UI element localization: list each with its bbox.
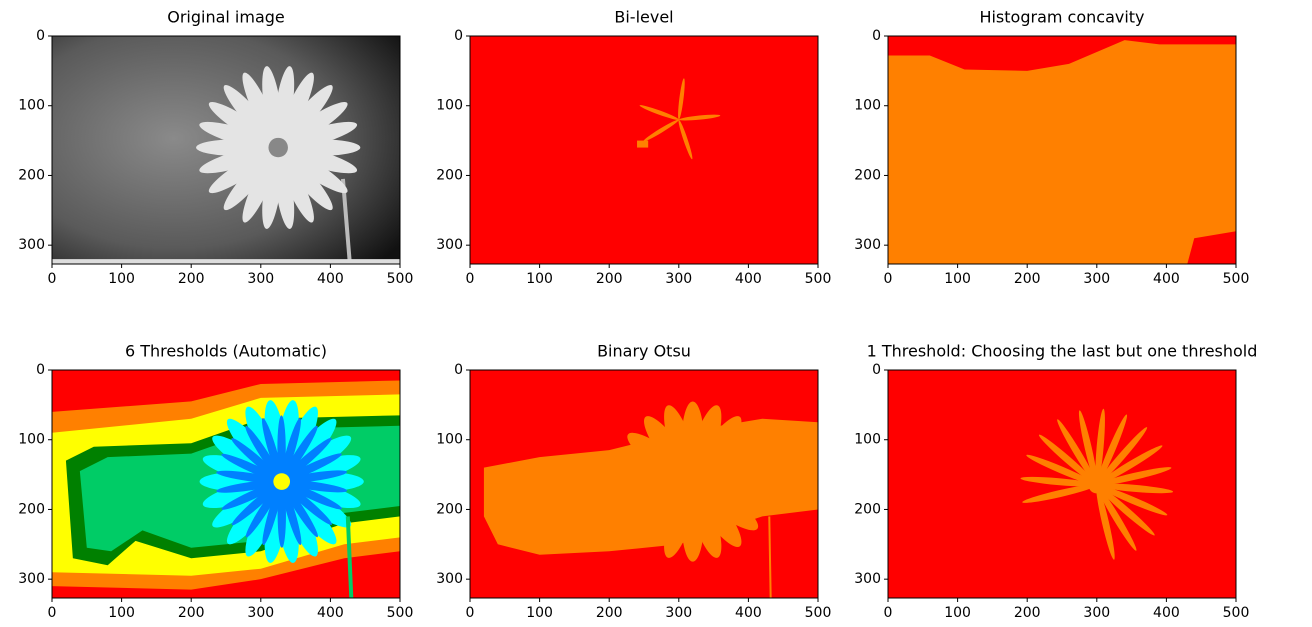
x-tick-label: 500: [805, 605, 832, 621]
x-tick-label: 0: [884, 605, 893, 621]
image-region: [52, 259, 400, 264]
image-region: [888, 36, 1236, 264]
x-tick-label: 500: [805, 271, 832, 287]
y-tick-label: 100: [854, 98, 881, 114]
x-tick-label: 300: [665, 605, 692, 621]
image-region: [1088, 477, 1105, 494]
x-tick-label: 400: [735, 271, 762, 287]
x-tick-label: 0: [48, 605, 57, 621]
x-tick-label: 200: [178, 271, 205, 287]
image: [52, 370, 400, 598]
x-tick-label: 100: [108, 605, 135, 621]
x-tick-label: 500: [387, 605, 414, 621]
x-tick-label: 300: [1083, 605, 1110, 621]
y-tick-label: 200: [18, 167, 45, 183]
y-tick-label: 100: [436, 98, 463, 114]
image: [52, 36, 400, 264]
x-tick-label: 400: [317, 605, 344, 621]
x-tick-label: 100: [526, 605, 553, 621]
y-tick-label: 200: [436, 167, 463, 183]
image-region: [769, 516, 770, 598]
x-tick-label: 300: [247, 271, 274, 287]
image-region: [273, 473, 290, 490]
x-tick-label: 500: [1223, 605, 1250, 621]
x-tick-label: 300: [665, 271, 692, 287]
x-tick-label: 200: [1014, 271, 1041, 287]
x-tick-label: 0: [884, 271, 893, 287]
x-tick-label: 100: [944, 605, 971, 621]
image-region: [470, 36, 818, 264]
y-tick-label: 100: [18, 432, 45, 448]
subplot-title: Binary Otsu: [597, 342, 691, 361]
y-tick-label: 200: [436, 501, 463, 517]
x-tick-label: 200: [596, 605, 623, 621]
x-tick-label: 0: [48, 271, 57, 287]
x-tick-label: 400: [1153, 605, 1180, 621]
subplot-title: 6 Thresholds (Automatic): [125, 342, 327, 361]
x-tick-label: 200: [1014, 605, 1041, 621]
image: [470, 370, 818, 598]
subplot-title: 1 Threshold: Choosing the last but one t…: [867, 342, 1258, 361]
x-tick-label: 400: [735, 605, 762, 621]
image: [888, 36, 1236, 264]
y-tick-label: 0: [36, 28, 45, 44]
x-tick-label: 400: [317, 271, 344, 287]
y-tick-label: 300: [436, 237, 463, 253]
y-tick-label: 100: [854, 432, 881, 448]
x-tick-label: 100: [108, 271, 135, 287]
image: [470, 36, 818, 264]
y-tick-label: 300: [854, 237, 881, 253]
y-tick-label: 300: [18, 237, 45, 253]
y-tick-label: 0: [454, 362, 463, 378]
x-tick-label: 500: [1223, 271, 1250, 287]
image-region: [268, 138, 287, 157]
x-tick-label: 200: [178, 605, 205, 621]
subplot-title: Histogram concavity: [979, 8, 1144, 27]
x-tick-label: 0: [466, 605, 475, 621]
x-tick-label: 100: [944, 271, 971, 287]
y-tick-label: 0: [872, 362, 881, 378]
y-tick-label: 300: [18, 571, 45, 587]
image: [888, 370, 1236, 598]
y-tick-label: 0: [454, 28, 463, 44]
y-tick-label: 0: [36, 362, 45, 378]
y-tick-label: 0: [872, 28, 881, 44]
figure: Original image 0 100 200 300 400 500 0 100 200 300…: [0, 0, 1312, 627]
x-tick-label: 300: [1083, 271, 1110, 287]
y-tick-label: 200: [854, 501, 881, 517]
y-tick-label: 200: [854, 167, 881, 183]
y-tick-label: 100: [436, 432, 463, 448]
x-tick-label: 400: [1153, 271, 1180, 287]
image-region: [637, 141, 648, 148]
subplot-title: Original image: [167, 8, 285, 27]
y-tick-label: 200: [18, 501, 45, 517]
y-tick-label: 300: [854, 571, 881, 587]
x-tick-label: 500: [387, 271, 414, 287]
y-tick-label: 300: [436, 571, 463, 587]
x-tick-label: 100: [526, 271, 553, 287]
x-tick-label: 0: [466, 271, 475, 287]
x-tick-label: 300: [247, 605, 274, 621]
subplot-title: Bi-level: [614, 8, 673, 27]
y-tick-label: 100: [18, 98, 45, 114]
x-tick-label: 200: [596, 271, 623, 287]
